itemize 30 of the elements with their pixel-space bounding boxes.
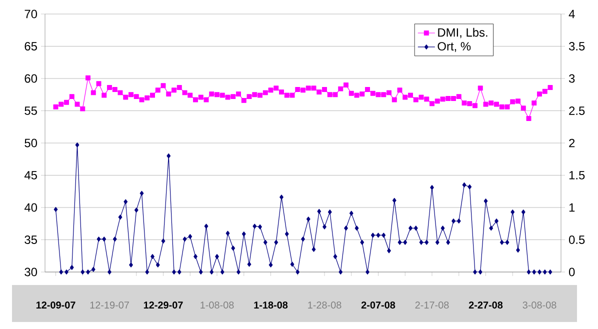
- y-tick-label: 65: [24, 42, 37, 50]
- x-tick-label: 12-29-07: [144, 302, 183, 309]
- legend-label: Ort, %: [438, 42, 471, 52]
- x-tick-label: 12-19-07: [90, 302, 129, 309]
- x-tick-label: 12-09-07: [36, 302, 76, 309]
- y-tick-label: 40: [24, 203, 38, 212]
- y2-tick-label: 3: [568, 74, 575, 83]
- x-tick-label: 2-27-08: [468, 302, 503, 309]
- y-tick-label: 50: [24, 138, 38, 148]
- x-tick-label: 3-08-08: [522, 302, 556, 309]
- y2-tick-label: 0.5: [568, 236, 585, 244]
- y-tick-label: 60: [24, 74, 38, 83]
- x-tick-label: 1-28-08: [308, 302, 342, 309]
- y-tick-label: 70: [24, 10, 38, 18]
- y2-tick-label: 1.5: [569, 171, 585, 180]
- y2-tick-label: 1: [569, 203, 575, 212]
- y2-tick-label: 3.5: [568, 42, 585, 50]
- y2-tick-label: 0: [568, 268, 575, 276]
- y2-tick-label: 2: [569, 138, 575, 148]
- y-tick-label: 45: [24, 171, 37, 180]
- x-tick-label: 2-07-08: [361, 302, 396, 309]
- x-tick-label: 2-17-08: [415, 302, 449, 309]
- y2-tick-label: 4: [568, 10, 575, 18]
- legend-label: DMI, Lbs.: [438, 28, 488, 38]
- y-tick-label: 30: [24, 268, 38, 276]
- y-tick-label: 55: [24, 106, 37, 115]
- y2-tick-label: 2.5: [569, 106, 585, 115]
- x-tick-label: 1-08-08: [200, 302, 234, 309]
- x-tick-label: 1-18-08: [254, 302, 288, 309]
- y-tick-label: 35: [24, 236, 37, 244]
